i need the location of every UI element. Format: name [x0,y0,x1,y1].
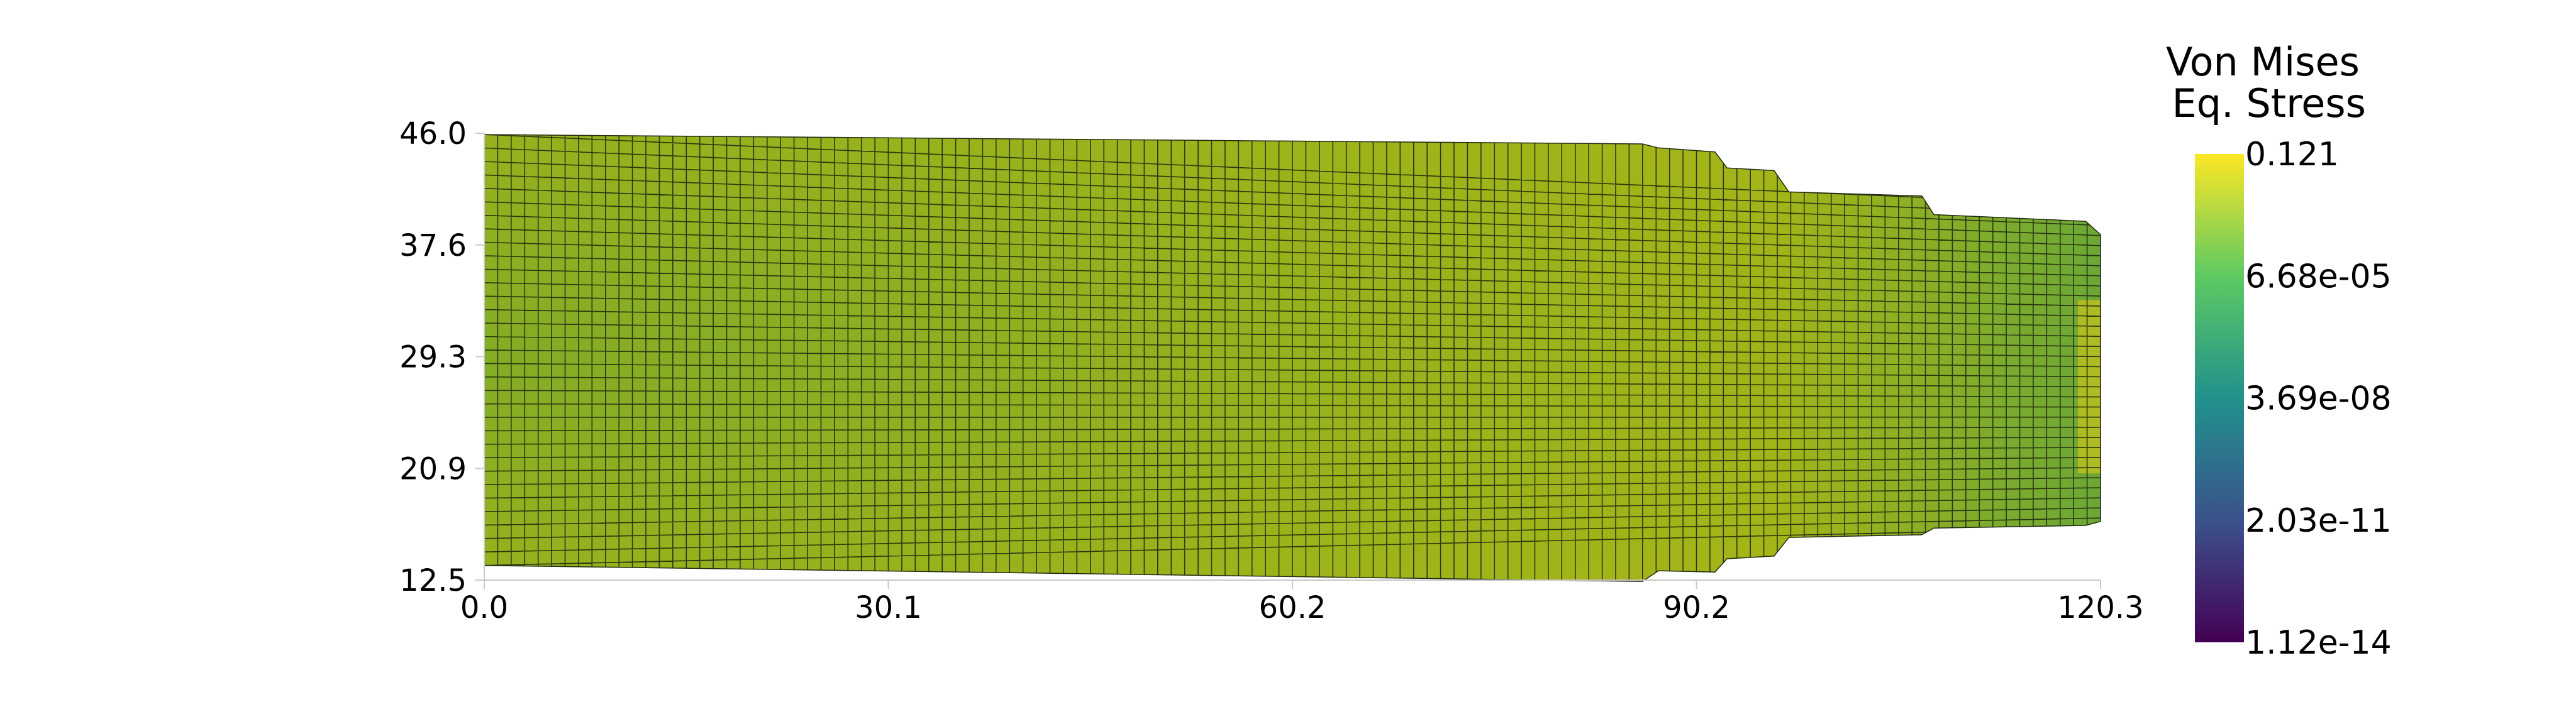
mesh-outline [484,134,2101,582]
axes: 0.0 30.1 60.2 90.2 120.3 46.0 37.6 29.3 20.9 12.… [399,116,2144,625]
y-tick-label: 12.5 [399,563,467,598]
colorbar-ticks: 0.121 6.68e-05 3.69e-08 2.03e-11 1.12e-14 [2245,136,2392,662]
colorbar-tick-label: 6.68e-05 [2245,258,2392,295]
mesh-tail-color [1774,134,2101,582]
x-tick-label: 60.2 [1259,590,1326,625]
mesh-grid-path [484,134,2101,582]
y-tick-label: 29.3 [399,340,467,375]
x-tick-label: 90.2 [1663,590,1730,625]
colorbar-title-line-1: Von Mises [2166,39,2360,85]
colorbar-gradient [2195,154,2244,642]
y-axis-ticks: 46.0 37.6 29.3 20.9 12.5 [399,116,484,598]
x-tick-label: 120.3 [2057,590,2143,625]
colorbar-title-line-2: Eq. Stress [2172,80,2367,126]
colorbar-tick-label: 3.69e-08 [2245,380,2392,418]
colorbar-tick-label: 0.121 [2245,136,2339,173]
x-tick-label: 30.1 [855,590,922,625]
x-axis-ticks: 0.0 30.1 60.2 90.2 120.3 [460,580,2144,625]
x-tick-label: 0.0 [460,590,508,625]
mesh [484,134,2101,582]
colorbar-tick-label: 1.12e-14 [2245,624,2392,662]
y-tick-label: 46.0 [399,116,467,151]
y-tick-label: 20.9 [399,451,467,486]
colorbar: Von Mises Eq. Stress 0.121 6.68e-05 3.69e-… [2166,39,2392,662]
y-tick-label: 37.6 [399,228,467,263]
colorbar-tick-label: 2.03e-11 [2245,502,2392,540]
mesh-grid-lines [484,134,2101,582]
